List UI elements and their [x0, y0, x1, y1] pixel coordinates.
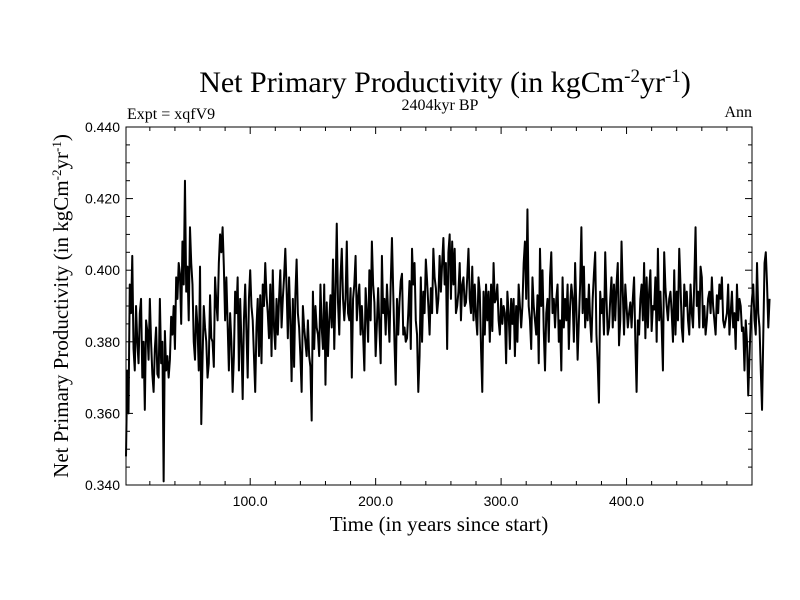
axis-tick-labels: 100.0 200.0 300.0 400.0 0.340 0.360 0.380 0.400…	[85, 119, 644, 509]
ylabel-main: Net Primary Productivity (in kgCm	[49, 180, 73, 477]
y-tick-label: 0.440	[85, 119, 120, 135]
y-axis-title: Net Primary Productivity (in kgCm-2yr-1)	[49, 134, 74, 478]
title-main: Net Primary Productivity (in kgCm	[199, 66, 624, 99]
y-tick-label: 0.400	[85, 262, 120, 278]
chart-title: Net Primary Productivity (in kgCm-2yr-1)	[199, 66, 691, 100]
title-mid: yr	[640, 66, 665, 99]
title-end: )	[681, 66, 691, 99]
experiment-label: Expt = xqfV9	[127, 106, 215, 123]
x-tick-label: 300.0	[484, 493, 519, 509]
ylabel-mid: yr	[49, 152, 73, 170]
x-axis-title: Time (in years since start)	[330, 512, 549, 536]
x-tick-label: 100.0	[233, 493, 268, 509]
npp-series-line	[125, 179, 771, 483]
title-sup1: -2	[624, 66, 640, 87]
ylabel-sup1: -2	[49, 170, 64, 181]
chart-subtitle: 2404kyr BP	[402, 97, 479, 114]
x-tick-label: 200.0	[358, 493, 393, 509]
y-tick-label: 0.420	[85, 191, 120, 207]
title-sup2: -1	[665, 66, 681, 87]
ylabel-end: )	[49, 134, 73, 141]
x-tick-label: 400.0	[609, 493, 644, 509]
y-tick-label: 0.380	[85, 334, 120, 350]
ylabel-sup2: -1	[49, 141, 64, 152]
season-label: Ann	[724, 104, 752, 121]
y-tick-label: 0.340	[85, 477, 120, 493]
y-tick-label: 0.360	[85, 405, 120, 421]
